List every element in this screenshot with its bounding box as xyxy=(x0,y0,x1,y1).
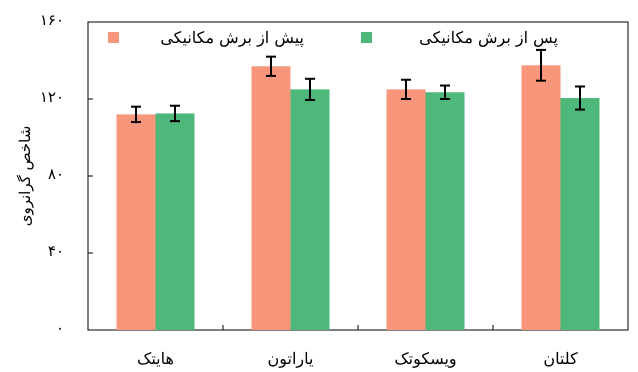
bar-series xyxy=(116,65,600,331)
y-axis-ticks: ۰ ۴۰ ۸۰ ۱۲۰ ۱۶۰ xyxy=(40,11,93,337)
bar xyxy=(560,98,600,330)
x-category-label: یاراتون xyxy=(268,349,314,368)
x-category-label: کلتان xyxy=(543,349,578,368)
legend-swatch xyxy=(108,32,119,43)
legend-label: پیش از برش مکانیکی xyxy=(160,28,304,47)
y-tick-label: ۸۰ xyxy=(48,165,64,183)
bar xyxy=(251,66,291,331)
legend-label: پس از برش مکانیکی xyxy=(419,28,558,47)
bar xyxy=(425,92,465,330)
x-axis-ticks: هایتک یاراتون ویسکوتک کلتان xyxy=(137,325,578,368)
y-axis-label: شاخص گرانروی xyxy=(16,126,34,227)
x-category-label: ویسکوتک xyxy=(394,349,456,368)
y-tick-label: ۴۰ xyxy=(48,242,64,260)
y-tick-label: ۱۶۰ xyxy=(40,11,64,29)
bar xyxy=(116,114,156,331)
y-tick-label: ۱۲۰ xyxy=(40,88,64,106)
bar xyxy=(386,89,426,330)
legend-swatch xyxy=(361,32,372,43)
error-bars xyxy=(131,48,585,124)
y-tick-label: ۰ xyxy=(56,319,64,337)
bar xyxy=(155,113,195,330)
bar xyxy=(290,89,330,330)
legend: پیش از برش مکانیکی پس از برش مکانیکی xyxy=(108,28,558,47)
bar xyxy=(521,65,561,330)
x-category-label: هایتک xyxy=(137,349,174,368)
